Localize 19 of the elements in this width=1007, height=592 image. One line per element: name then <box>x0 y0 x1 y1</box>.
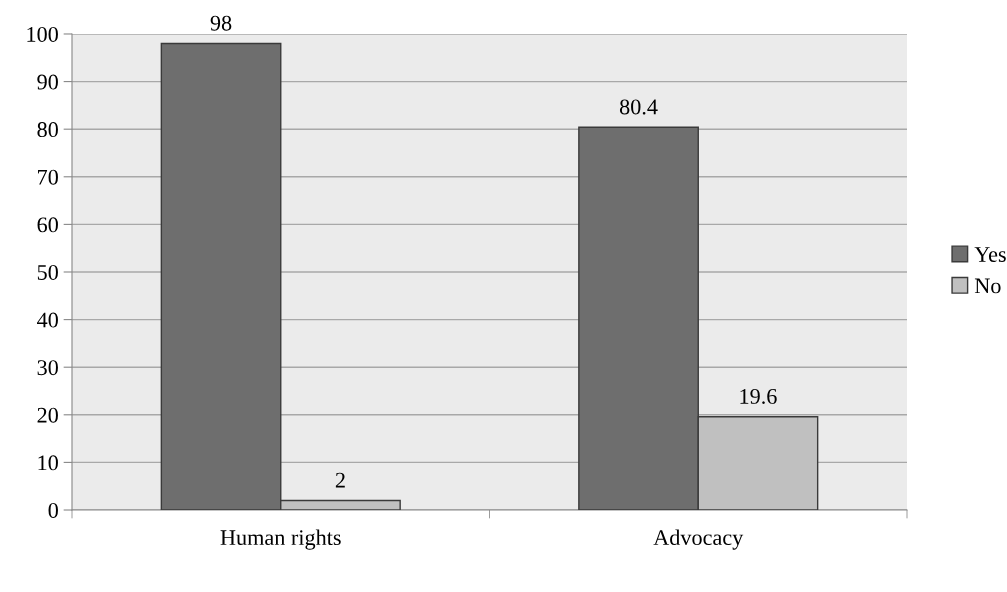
y-tick-label: 20 <box>37 407 58 423</box>
y-tick-label: 50 <box>37 264 58 280</box>
data-label: 19.6 <box>740 388 777 404</box>
y-tick-label: 0 <box>48 502 58 518</box>
legend-label: No <box>974 278 1001 294</box>
y-tick-label: 30 <box>37 360 58 376</box>
y-tick-label: 70 <box>38 169 58 185</box>
data-label: 80.4 <box>619 99 658 115</box>
y-tick-label: 60 <box>37 217 58 233</box>
y-tick-label: 80 <box>37 122 58 138</box>
y-tick-label: 10 <box>38 455 58 471</box>
y-tick-label: 90 <box>37 74 58 90</box>
y-tick-label: 40 <box>37 312 58 328</box>
data-label: 2 <box>335 472 345 488</box>
x-tick-label: Human rights <box>220 529 341 550</box>
y-tick-label: 100 <box>27 26 58 42</box>
x-tick-label: Advocacy <box>653 529 744 550</box>
legend-label: Yes <box>974 247 1006 262</box>
data-label: 98 <box>210 15 232 31</box>
